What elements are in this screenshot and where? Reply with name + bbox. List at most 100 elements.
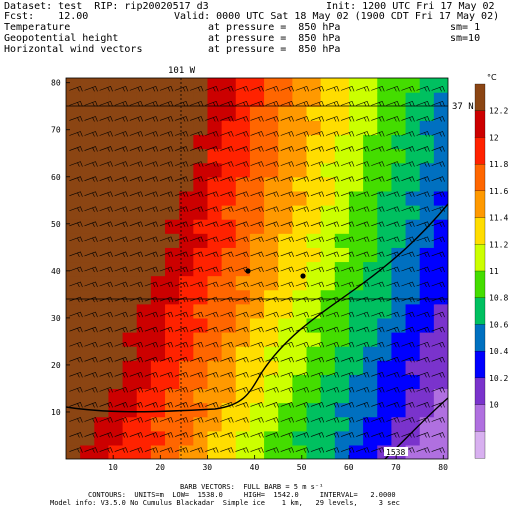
temperature-cell [433, 360, 448, 375]
wind-barb [205, 131, 219, 137]
temperature-cell [136, 148, 152, 164]
wind-barb [416, 85, 430, 92]
wind-barb [99, 116, 113, 122]
temperature-cell [419, 134, 435, 150]
temperature-cell [80, 106, 95, 121]
temperature-cell [150, 303, 166, 319]
temperature-cell [66, 120, 81, 136]
temperature-cell [80, 303, 95, 319]
temperature-cell [433, 261, 448, 277]
wind-barb [250, 191, 264, 197]
wind-barb [356, 432, 370, 438]
temperature-cell [66, 92, 81, 107]
wind-barb [144, 116, 159, 122]
temperature-cell [264, 275, 279, 291]
temperature-cell [292, 205, 308, 220]
wind-barb [144, 402, 159, 408]
temperature-cell [292, 289, 308, 305]
temperature-cell [136, 190, 152, 206]
wind-barb [431, 281, 445, 288]
temperature-cell [348, 261, 364, 277]
wind-barb [114, 356, 128, 363]
wind-barb [84, 387, 98, 393]
wind-barb [386, 402, 400, 408]
colorbar-label: 12 [489, 133, 499, 142]
field-height-smoothing: sm=10 [450, 33, 481, 44]
y-tick-label: 80 [51, 79, 61, 88]
wind-barb [190, 146, 204, 152]
wind-barb [84, 371, 98, 378]
temperature-cell [235, 332, 251, 347]
temperature-cell [377, 106, 393, 121]
wind-barb [235, 281, 249, 288]
temperature-cell [80, 176, 95, 192]
colorbar-label: 10.2 [489, 374, 508, 383]
wind-barb [159, 356, 174, 363]
temperature-cell [377, 233, 393, 248]
wind-barb [144, 236, 159, 243]
wind-barb [340, 417, 355, 423]
wind-barb [265, 236, 279, 243]
wind-barb [295, 311, 310, 318]
temperature-cell [264, 346, 279, 361]
temperature-cell [264, 120, 279, 136]
temperature-cell [363, 106, 378, 121]
temperature-cell [108, 78, 124, 93]
temperature-cell [264, 148, 279, 164]
wind-barb [159, 432, 174, 438]
wind-barb [371, 221, 385, 227]
temperature-cell [433, 148, 448, 164]
temperature-cell [292, 275, 308, 291]
temperature-cell [179, 120, 194, 136]
wind-barb [401, 191, 415, 197]
temperature-cell [221, 360, 237, 375]
wind-barb [401, 146, 415, 152]
temperature-cell [122, 416, 138, 432]
wind-barb [190, 176, 204, 182]
temperature-cell [278, 374, 293, 390]
wind-barb [250, 85, 264, 92]
wind-barb [69, 281, 83, 288]
temperature-cell [264, 416, 279, 432]
colorbar-unit: °C [487, 73, 497, 82]
temperature-cell [249, 219, 265, 234]
wind-barb [386, 236, 400, 243]
wind-barb [205, 387, 219, 393]
wind-barb [280, 85, 294, 92]
temperature-cell [207, 120, 223, 136]
temperature-cell [348, 402, 364, 418]
temperature-cell [136, 275, 152, 291]
wind-barb [386, 371, 400, 378]
wind-barb [84, 266, 98, 273]
temperature-cell [193, 261, 209, 277]
temperature-cell [193, 148, 209, 164]
wind-barb [220, 176, 234, 182]
temperature-cell [264, 430, 279, 446]
wind-barb [250, 131, 264, 137]
wind-barb [431, 131, 445, 137]
temperature-cell [94, 430, 110, 446]
wind-barb [356, 191, 370, 197]
wind-barb [280, 447, 294, 453]
temperature-cell [193, 176, 209, 192]
wind-barb [84, 236, 98, 243]
temperature-cell [136, 430, 152, 446]
temperature-cell [150, 374, 166, 390]
temperature-cell [136, 176, 152, 192]
temperature-cell [264, 134, 279, 150]
meridian-label: 101 W [168, 66, 196, 76]
wind-barb [386, 341, 400, 348]
temperature-cell [278, 275, 293, 291]
wind-barb [265, 281, 279, 288]
wind-barb [356, 85, 370, 92]
colorbar-swatch [474, 431, 486, 459]
wind-barb [265, 432, 279, 438]
wind-barb [401, 371, 415, 378]
x-tick-label: 60 [344, 463, 354, 472]
wind-barb [129, 356, 144, 363]
temperature-cell [419, 346, 435, 361]
wind-barb [159, 371, 174, 378]
temperature-cell [136, 261, 152, 277]
temperature-cell [363, 162, 378, 178]
wind-barb [159, 236, 174, 243]
